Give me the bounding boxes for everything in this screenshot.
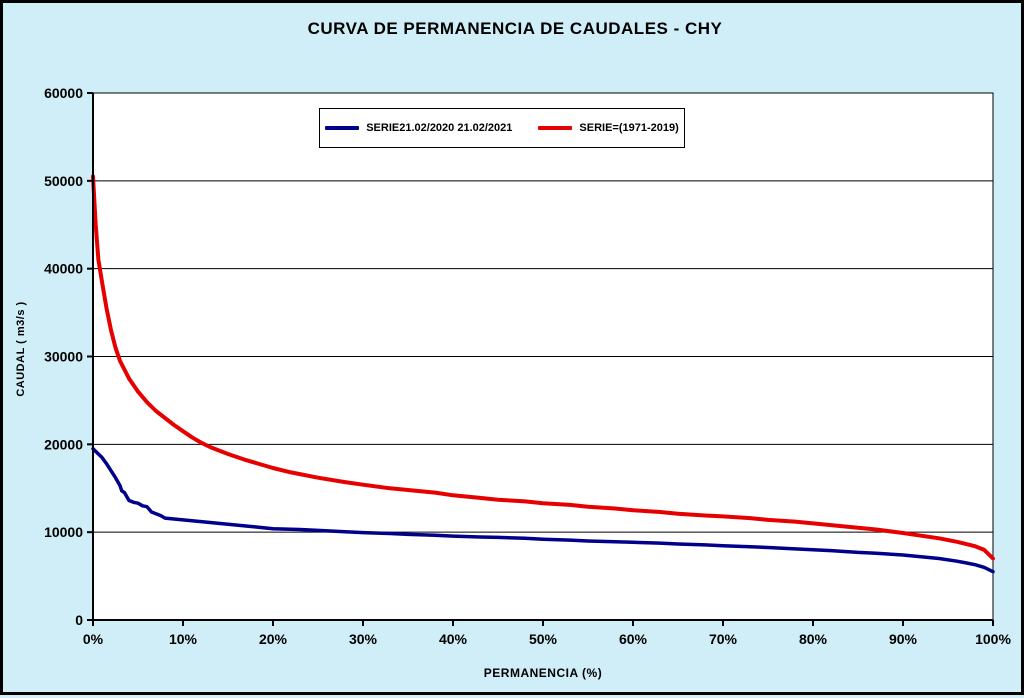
legend-line-blue-icon [325, 126, 360, 130]
series-line-1 [91, 174, 995, 561]
x-axis-title: PERMANENCIA (%) [483, 666, 603, 680]
x-tick-label: 40% [439, 631, 468, 647]
x-tick-label: 30% [349, 631, 378, 647]
plot-area: 0 10000 20000 30000 40000 50000 60000 0% 10% 20% 3… [44, 85, 1011, 647]
y-tick-label: 10000 [44, 524, 83, 540]
legend-line-red-icon [538, 126, 573, 130]
x-tick-label: 90% [889, 631, 918, 647]
x-tick-label: 0% [83, 631, 104, 647]
y-tick-label: 50000 [44, 173, 83, 189]
y-tick-label: 0 [75, 612, 83, 628]
y-axis-title: CAUDAL ( m3/s ) [15, 301, 27, 397]
y-tick-label: 30000 [44, 349, 83, 365]
legend-entry-serie-2020-2021: SERIE21.02/2020 21.02/2021 [325, 122, 512, 134]
legend-label-serie-1971-2019: SERIE=(1971-2019) [579, 122, 679, 134]
chart-title: CURVA DE PERMANENCIA DE CAUDALES - CHY [307, 19, 723, 38]
x-tick-label: 80% [799, 631, 828, 647]
x-tick-label: 20% [259, 631, 288, 647]
y-tick-label: 40000 [44, 261, 83, 277]
series-line-0 [91, 446, 995, 574]
x-tick-label: 60% [619, 631, 648, 647]
legend: SERIE21.02/2020 21.02/2021 SERIE=(1971-2… [319, 108, 685, 148]
y-tick-label: 60000 [44, 85, 83, 101]
x-tick-label: 50% [529, 631, 558, 647]
legend-label-serie-2020-2021: SERIE21.02/2020 21.02/2021 [366, 122, 513, 134]
y-tick-label: 20000 [44, 436, 83, 452]
legend-entry-serie-1971-2019: SERIE=(1971-2019) [538, 122, 679, 134]
x-tick-label: 10% [169, 631, 198, 647]
x-tick-label: 100% [975, 631, 1011, 647]
x-tick-label: 70% [709, 631, 738, 647]
